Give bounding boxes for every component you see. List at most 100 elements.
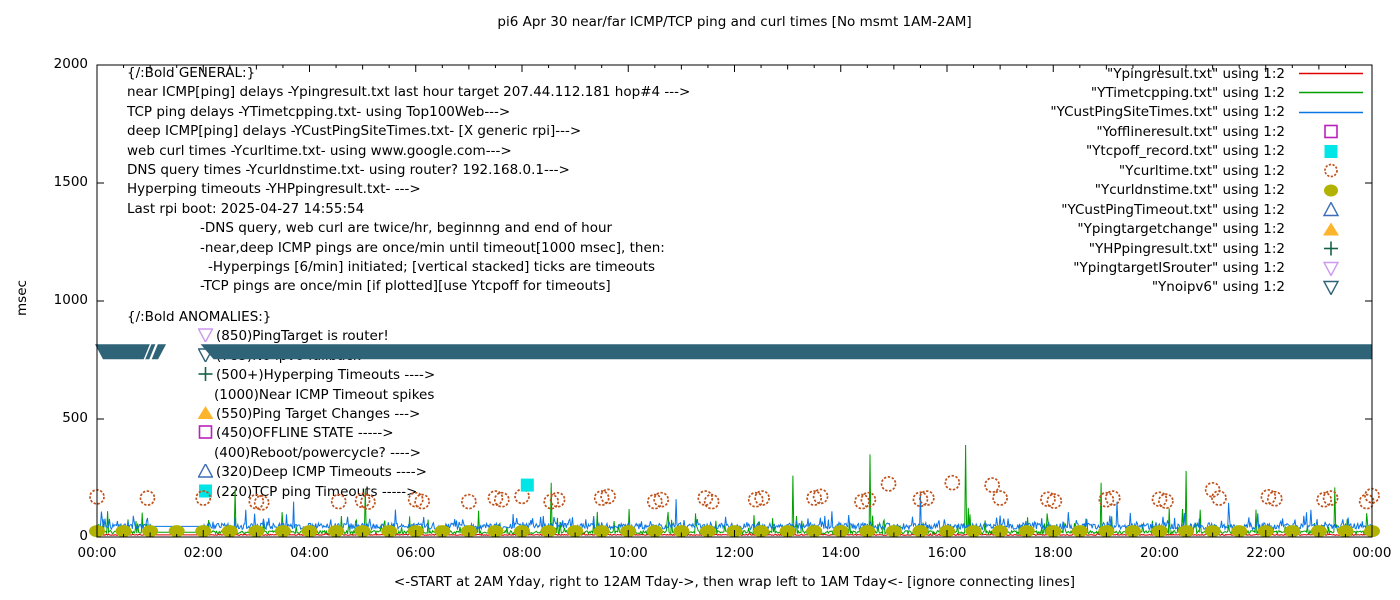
curl-circle [646, 493, 663, 510]
dns-dot [832, 525, 849, 538]
curl-circle [697, 490, 714, 506]
general-note-line: -DNS query, web curl are twice/hr, begin… [200, 220, 613, 237]
dns-dot [1071, 525, 1088, 538]
curl-circle [880, 476, 897, 492]
dns-dot [142, 525, 159, 538]
curl-circle [1204, 481, 1221, 498]
dns-dot [885, 525, 902, 538]
square-open-icon [198, 425, 216, 441]
anomaly-row: (850)PingTarget is router! [198, 327, 389, 346]
dns-dot [593, 525, 610, 538]
legend-entry: "Ycurldnstime.txt" using 1:2 [1095, 181, 1367, 200]
dns-dot [487, 525, 504, 538]
legend-label: "YCustPingSiteTimes.txt" using 1:2 [1050, 104, 1285, 121]
tri-down-open-icon [1295, 261, 1367, 276]
line-icon [1295, 105, 1367, 120]
curl-circle [514, 488, 530, 505]
anomaly-note: (500+)Hyperping Timeouts ----> [216, 367, 436, 384]
x-tick-label: 02:00 [183, 545, 223, 561]
plus-icon [198, 367, 216, 383]
x-axis-label: <-START at 2AM Yday, right to 12AM Tday-… [393, 574, 1076, 590]
curl-circle [487, 490, 504, 506]
noipv6-band [200, 344, 1372, 360]
tri-up-filled-icon [198, 406, 216, 422]
general-note-line: {/:Bold GENERAL:} [127, 65, 256, 81]
x-tick-label: 00:00 [1352, 545, 1392, 561]
tri-down-open-icon [198, 328, 216, 344]
anomaly-note: (850)PingTarget is router! [216, 328, 389, 345]
curl-circle [754, 490, 770, 506]
tcp-timeout-square [520, 478, 534, 492]
legend-entry: "Ypingtargetchange" using 1:2 [1077, 220, 1367, 239]
dns-dot [699, 525, 716, 538]
curl-circle [1158, 493, 1174, 509]
dns-dot [753, 525, 770, 538]
general-note-line: web curl times -Ycurltime.txt- using www… [127, 142, 512, 159]
dns-dot [434, 525, 451, 538]
plus-icon [1295, 241, 1367, 256]
legend-label: "YTimetcpping.txt" using 1:2 [1090, 84, 1285, 101]
noipv6-band [95, 344, 167, 360]
dns-dot [1018, 525, 1035, 538]
line-icon [1295, 66, 1367, 81]
curl-circle [1040, 491, 1056, 508]
dns-dot [1310, 525, 1327, 538]
dns-dot [1204, 525, 1221, 538]
tri-up-open-icon [1295, 202, 1367, 217]
anomaly-note: (1000)Near ICMP Timeout spikes [214, 386, 435, 403]
line-icon [1295, 85, 1367, 100]
curl-circle [992, 490, 1008, 506]
curl-circle [1211, 490, 1227, 506]
curl-circle [549, 491, 566, 508]
curl-circle [1151, 491, 1168, 508]
dns-dot [354, 525, 371, 538]
curl-circle [1098, 491, 1115, 508]
legend-entry: "YCustPingTimeout.txt" using 1:2 [1061, 200, 1367, 219]
legend-entry: "Ynoipv6" using 1:2 [1152, 278, 1367, 297]
dns-dot [912, 525, 929, 538]
chart-title: pi6 Apr 30 near/far ICMP/TCP ping and cu… [497, 14, 972, 30]
anomaly-note: (785)No ipv6 fallback [216, 347, 361, 364]
anomaly-row: (450)OFFLINE STATE -----> [198, 424, 394, 443]
dns-dot [620, 525, 637, 538]
y-tick-label: 500 [62, 410, 88, 426]
legend-entry: "Yofflineresult.txt" using 1:2 [1096, 122, 1367, 141]
y-tick-label: 0 [79, 528, 88, 544]
dns-dot [1337, 525, 1354, 538]
dns-dot [567, 525, 584, 538]
dns-dot [779, 525, 796, 538]
anomaly-note: (220)TCP ping Timeouts -----> [216, 483, 418, 500]
dns-dot [168, 525, 185, 538]
dns-dot [540, 525, 557, 538]
general-note-line: TCP ping delays -YTimetcpping.txt- using… [127, 103, 511, 120]
dns-dot [195, 525, 212, 538]
anomaly-note: (450)OFFLINE STATE -----> [216, 425, 394, 442]
dns-dot [992, 525, 1009, 538]
x-tick-label: 06:00 [396, 545, 436, 561]
curl-circle [1322, 490, 1339, 506]
y-tick-label: 1000 [53, 292, 88, 308]
dns-dot [328, 525, 345, 538]
legend-entry: "YTimetcpping.txt" using 1:2 [1091, 83, 1367, 102]
dns-dot [89, 525, 105, 538]
dns-dot [1098, 525, 1115, 538]
dns-dot [460, 525, 477, 538]
curl-circle [812, 488, 829, 505]
dns-dot [248, 525, 265, 538]
legend-label: "Ytcpoff_record.txt" using 1:2 [1085, 143, 1285, 160]
dns-dot [115, 525, 132, 538]
dns-dot [726, 525, 743, 538]
legend-entry: "YpingtargetISrouter" using 1:2 [1073, 259, 1367, 278]
curl-circle [493, 491, 510, 508]
dns-dot [939, 525, 955, 538]
x-tick-label: 08:00 [502, 545, 542, 561]
dns-dot [1124, 525, 1141, 538]
dns-dot [1284, 525, 1301, 538]
curl-circle [944, 474, 961, 491]
x-tick-label: 20:00 [1140, 545, 1179, 561]
anomalies-header: {/:Bold ANOMALIES:} [127, 309, 272, 325]
x-tick-label: 14:00 [821, 545, 861, 561]
dns-dot [274, 525, 291, 538]
y-tick-label: 1500 [53, 174, 88, 190]
